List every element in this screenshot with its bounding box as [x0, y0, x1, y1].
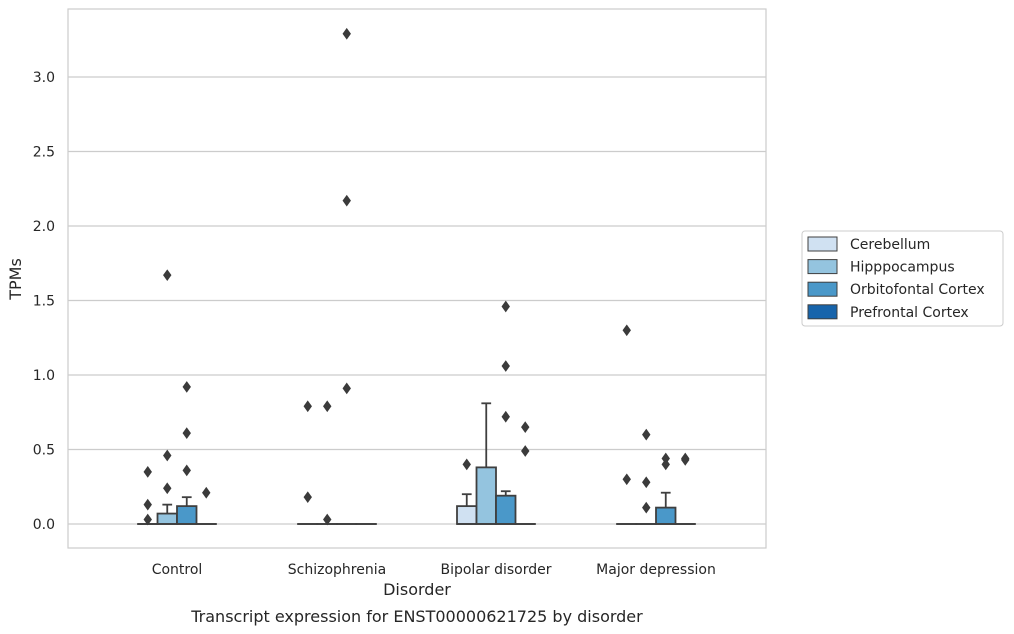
legend-swatch	[807, 236, 838, 252]
box-2-2	[495, 490, 517, 525]
x-tick-label: Control	[152, 562, 203, 578]
outlier-point	[143, 498, 152, 511]
box-body	[495, 494, 517, 525]
x-axis-label: Disorder	[383, 580, 451, 599]
outlier-point	[143, 513, 152, 526]
outlier-point	[462, 458, 471, 471]
outlier-point	[202, 486, 211, 499]
plot-frame	[67, 8, 767, 549]
outlier-point	[642, 476, 651, 489]
legend-swatch	[807, 281, 838, 297]
outlier-point	[182, 464, 191, 477]
legend-frame	[801, 230, 1004, 327]
outlier-point	[342, 194, 351, 207]
y-tick-labels: 0.0 0.5 1.0 1.5 2.0 2.5 3.0	[33, 70, 55, 533]
outlier-point	[642, 501, 651, 514]
outlier-point	[163, 269, 172, 282]
legend-label: Prefrontal Cortex	[850, 305, 969, 321]
legend-label: Orbitofontal Cortex	[850, 282, 985, 298]
outlier-point	[342, 27, 351, 40]
outlier-point	[501, 300, 510, 313]
outlier-point	[182, 427, 191, 439]
y-tick-label: 1.0	[33, 368, 55, 384]
box-body	[655, 506, 677, 525]
outlier-point	[342, 382, 351, 395]
legend-label: Cerebellum	[850, 237, 930, 253]
y-tick-label: 3.0	[33, 70, 55, 86]
box-body	[176, 505, 198, 525]
outlier-point	[681, 454, 690, 466]
outlier-point	[303, 491, 312, 504]
outlier-point	[501, 410, 510, 423]
outlier-point	[622, 473, 631, 486]
outlier-point	[303, 400, 312, 413]
y-axis-label: TPMs	[6, 258, 25, 301]
grid-lines	[68, 76, 766, 525]
outlier-point	[163, 449, 172, 462]
outlier-point	[661, 458, 670, 471]
outlier-point	[642, 428, 651, 441]
y-tick-label: 1.5	[33, 294, 55, 310]
x-tick-label: Major depression	[596, 562, 716, 578]
box-groups	[137, 402, 696, 525]
outlier-point	[521, 445, 530, 457]
outlier-point	[143, 465, 152, 478]
box-3-2	[655, 491, 677, 525]
legend-swatch	[807, 259, 838, 275]
outlier-point	[163, 482, 172, 495]
outlier-point	[323, 513, 332, 526]
x-tick-labels: Control Schizophrenia Bipolar disorder Majo…	[152, 562, 716, 578]
y-tick-label: 2.0	[33, 219, 55, 235]
legend-swatch	[807, 304, 838, 320]
outlier-points	[143, 27, 690, 526]
box-0-2	[176, 496, 198, 525]
box-body	[475, 466, 497, 525]
legend-label: Hipppocampus	[850, 260, 955, 276]
outlier-point	[501, 360, 510, 372]
outlier-point	[182, 381, 191, 393]
legend: Cerebellum Hipppocampus Orbitofontal Corte…	[801, 230, 1004, 327]
box-body	[456, 505, 478, 525]
x-tick-label: Bipolar disorder	[440, 562, 551, 578]
box-body	[156, 512, 178, 525]
y-tick-label: 2.5	[33, 145, 55, 161]
y-tick-label: 0.0	[33, 517, 55, 533]
outlier-point	[622, 324, 631, 337]
outlier-point	[521, 421, 530, 434]
y-tick-label: 0.5	[33, 443, 55, 459]
chart-title: Transcript expression for ENST0000062172…	[190, 607, 643, 626]
plot-background	[68, 9, 766, 548]
outlier-point	[323, 400, 332, 413]
x-tick-label: Schizophrenia	[288, 562, 386, 578]
